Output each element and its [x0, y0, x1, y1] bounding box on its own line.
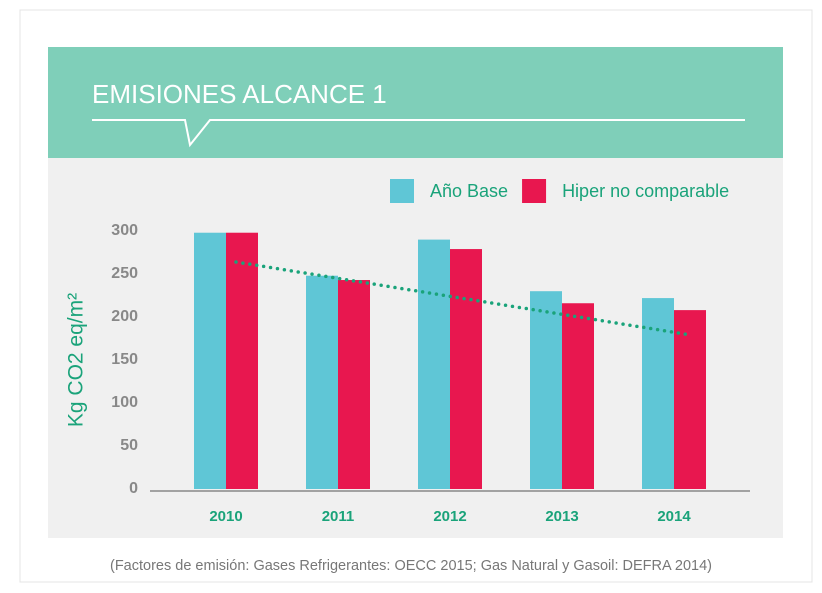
legend-label: Hiper no comparable	[562, 181, 729, 201]
legend-swatch	[390, 179, 414, 203]
bar	[338, 280, 370, 489]
chart-title: EMISIONES ALCANCE 1	[92, 79, 387, 109]
x-tick-label: 2011	[322, 508, 355, 525]
legend-swatch	[522, 179, 547, 203]
bar	[642, 298, 674, 489]
x-tick-label: 2014	[657, 508, 691, 525]
y-tick-label: 100	[111, 394, 138, 411]
bar	[226, 232, 258, 489]
y-tick-label: 50	[120, 437, 138, 454]
bar	[674, 310, 706, 489]
header	[48, 47, 783, 158]
bar	[450, 249, 482, 489]
legend-label: Año Base	[430, 181, 508, 201]
caption: (Factores de emisión: Gases Refrigerante…	[110, 558, 712, 574]
bar	[194, 232, 226, 489]
y-tick-label: 250	[111, 265, 138, 282]
y-tick-label: 150	[111, 351, 138, 368]
y-tick-label: 0	[129, 480, 138, 497]
y-tick-label: 300	[111, 222, 138, 239]
y-tick-label: 200	[111, 308, 138, 325]
x-tick-label: 2010	[209, 508, 242, 525]
bar	[530, 291, 562, 489]
bar	[306, 275, 338, 489]
x-tick-label: 2013	[545, 508, 578, 525]
bar	[562, 303, 594, 489]
bar	[418, 239, 450, 489]
header-rule	[92, 119, 745, 148]
x-tick-label: 2012	[433, 508, 466, 525]
y-axis-label: Kg CO2 eq/m²	[65, 293, 88, 427]
trendline	[234, 260, 688, 336]
